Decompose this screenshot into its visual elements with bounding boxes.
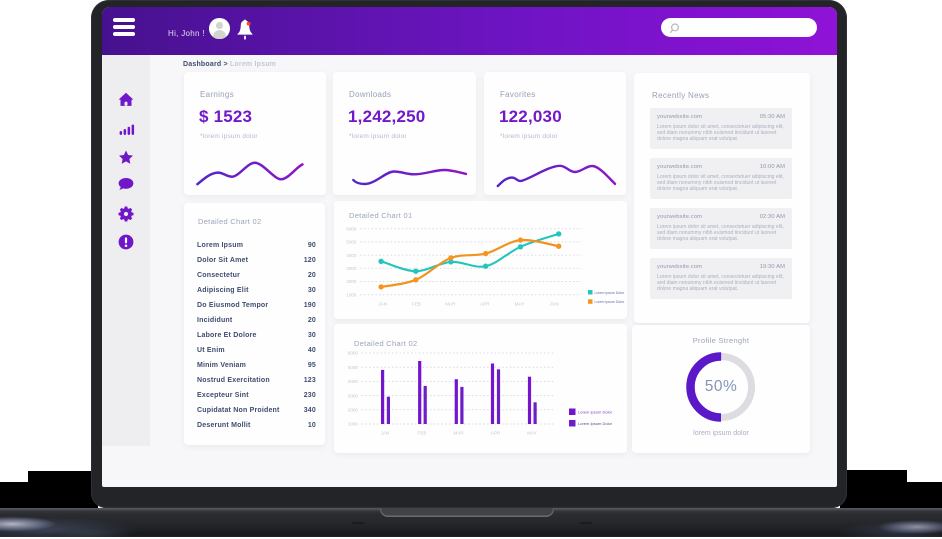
svg-text:4000: 4000 (346, 253, 357, 258)
svg-text:1000: 1000 (346, 292, 357, 297)
svg-text:Lorem Ipsum Dolor: Lorem Ipsum Dolor (578, 421, 613, 426)
svg-text:MAY: MAY (527, 431, 537, 436)
svg-text:MAR: MAR (445, 302, 456, 307)
svg-text:JUN: JUN (550, 302, 559, 307)
svg-text:MAY: MAY (515, 302, 525, 307)
svg-text:JAN: JAN (381, 431, 390, 436)
svg-text:5000: 5000 (348, 365, 359, 370)
svg-text:3000: 3000 (348, 393, 359, 398)
svg-text:4000: 4000 (348, 379, 359, 384)
svg-text:6000: 6000 (346, 226, 357, 231)
svg-text:1000: 1000 (348, 422, 359, 427)
svg-text:3000: 3000 (346, 266, 357, 271)
svg-text:6000: 6000 (348, 351, 359, 356)
svg-text:5000: 5000 (346, 240, 357, 245)
svg-text:Lorem Ipsum Dolor: Lorem Ipsum Dolor (595, 291, 626, 295)
svg-text:2000: 2000 (346, 279, 357, 284)
svg-text:FEB: FEB (412, 302, 421, 307)
svg-text:2000: 2000 (348, 408, 359, 413)
svg-text:MAR: MAR (453, 431, 464, 436)
svg-text:JAN: JAN (378, 302, 387, 307)
svg-text:Lorem Ipsum Dolor: Lorem Ipsum Dolor (578, 410, 613, 415)
svg-text:Lorem Ipsum Dolor: Lorem Ipsum Dolor (595, 300, 626, 304)
svg-text:APR: APR (491, 431, 501, 436)
svg-text:APR: APR (480, 302, 490, 307)
svg-text:FEB: FEB (418, 431, 427, 436)
